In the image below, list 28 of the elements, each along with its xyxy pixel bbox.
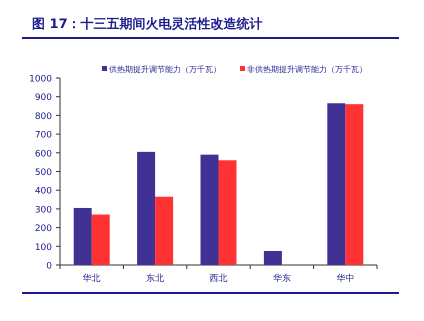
bar [155, 196, 174, 265]
bar [218, 160, 236, 265]
legend-label: 非供热期提升调节能力（万千瓦） [247, 65, 367, 74]
y-tick-label: 900 [34, 93, 52, 104]
x-tick-label: 东北 [146, 273, 164, 284]
bar [137, 152, 156, 265]
y-tick-label: 500 [34, 168, 52, 178]
x-tick-label: 华北 [82, 273, 101, 284]
x-tick-label: 华中 [336, 273, 354, 284]
y-tick-label: 400 [34, 186, 52, 197]
bar [264, 250, 282, 265]
y-tick-label: 300 [34, 205, 52, 216]
y-tick-label: 1000 [29, 74, 52, 84]
bar [327, 103, 346, 265]
y-tick-label: 100 [34, 242, 52, 253]
x-tick-label: 西北 [210, 273, 228, 284]
legend-label: 供热期提升调节能力（万千瓦） [109, 65, 221, 74]
y-tick-label: 200 [34, 224, 52, 234]
y-tick-label: 0 [46, 262, 52, 272]
bar [74, 208, 92, 265]
bar [345, 104, 364, 265]
y-tick-label: 800 [34, 112, 52, 122]
x-tick-label: 华东 [272, 273, 291, 284]
chart-title: 图 17：十三五期间火电灵活性改造统计 [32, 16, 263, 32]
bar [200, 154, 218, 265]
bar [92, 214, 110, 265]
y-tick-label: 600 [34, 149, 52, 160]
y-tick-label: 700 [34, 130, 52, 141]
